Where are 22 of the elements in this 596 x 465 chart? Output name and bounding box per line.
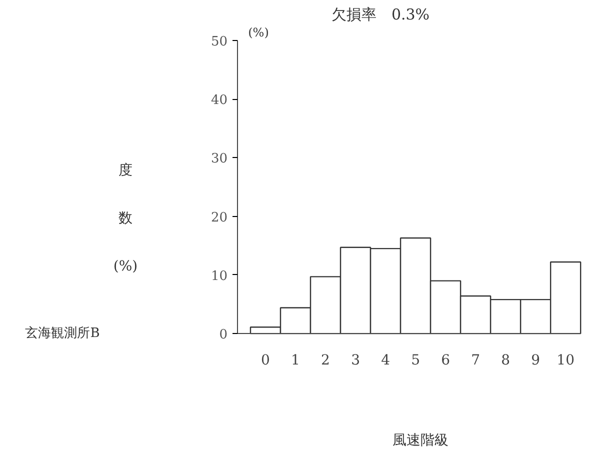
x-tick-label: 5 (411, 352, 420, 369)
x-tick-label: 9 (531, 352, 540, 369)
text: 度数(%) (113, 162, 138, 274)
x-tick-label: 0 (261, 352, 270, 369)
x-tick-label: 1 (291, 352, 300, 369)
x-tick-label: 7 (471, 352, 480, 369)
x-tick-label: 2 (321, 352, 330, 369)
x-tick-label: 4 (381, 352, 390, 369)
chart-title: 欠損率 0.3% (331, 6, 430, 24)
y-tick-label: 50 (211, 34, 228, 50)
y-tick-label: 30 (211, 152, 228, 167)
y-tick-label: 0 (219, 328, 228, 343)
x-tick-label: 10 (556, 352, 575, 369)
x-axis-title: 風速階級 (392, 432, 448, 448)
y-tick-label: 20 (211, 210, 228, 226)
x-tick-label: 6 (441, 352, 450, 369)
y-tick-label: 40 (211, 93, 228, 108)
x-tick-label: 8 (501, 352, 510, 369)
x-tick-label: 3 (351, 352, 360, 369)
y-tick-label: 10 (211, 268, 228, 284)
text: (%) (248, 26, 269, 40)
text: 玄海観測所B (25, 325, 100, 341)
